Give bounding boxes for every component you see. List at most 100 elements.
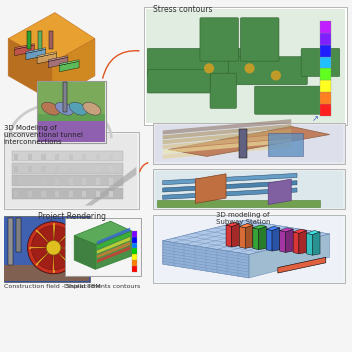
Polygon shape xyxy=(163,134,291,149)
Bar xyxy=(69,166,73,172)
Polygon shape xyxy=(293,232,299,254)
FancyBboxPatch shape xyxy=(254,86,327,114)
Bar xyxy=(28,191,32,197)
Polygon shape xyxy=(48,57,68,68)
Bar xyxy=(155,125,343,162)
Polygon shape xyxy=(299,231,307,254)
Bar xyxy=(132,254,137,260)
FancyBboxPatch shape xyxy=(147,49,240,76)
Bar xyxy=(320,45,331,57)
Bar xyxy=(82,166,86,172)
Bar xyxy=(153,169,345,209)
Wedge shape xyxy=(31,248,54,262)
Polygon shape xyxy=(163,139,291,154)
Bar xyxy=(132,237,137,243)
Polygon shape xyxy=(268,179,291,205)
Polygon shape xyxy=(74,236,95,269)
Polygon shape xyxy=(312,232,320,255)
Bar xyxy=(109,191,113,197)
Polygon shape xyxy=(307,231,320,235)
Ellipse shape xyxy=(55,102,74,115)
Polygon shape xyxy=(37,53,57,64)
Bar xyxy=(320,21,331,33)
Wedge shape xyxy=(38,248,54,270)
Bar xyxy=(14,178,18,185)
Bar xyxy=(320,33,331,45)
Bar xyxy=(28,178,32,185)
Polygon shape xyxy=(163,129,291,144)
Polygon shape xyxy=(169,126,329,156)
Polygon shape xyxy=(232,224,239,247)
Bar xyxy=(42,178,45,185)
Bar xyxy=(15,219,21,252)
Polygon shape xyxy=(239,224,253,228)
Bar xyxy=(153,215,345,283)
FancyArrowPatch shape xyxy=(103,51,139,78)
Text: ↗: ↗ xyxy=(312,114,319,124)
Polygon shape xyxy=(226,225,232,247)
Polygon shape xyxy=(266,226,280,231)
Bar xyxy=(27,31,31,49)
Polygon shape xyxy=(253,228,259,250)
Polygon shape xyxy=(15,45,34,56)
Polygon shape xyxy=(280,231,285,252)
Polygon shape xyxy=(293,229,307,233)
Polygon shape xyxy=(85,167,136,206)
Polygon shape xyxy=(163,124,291,139)
Polygon shape xyxy=(59,60,79,65)
Polygon shape xyxy=(37,52,57,57)
Bar xyxy=(55,178,59,185)
Polygon shape xyxy=(8,39,52,101)
Bar xyxy=(38,117,105,142)
Polygon shape xyxy=(26,48,45,53)
Circle shape xyxy=(27,222,80,274)
FancyBboxPatch shape xyxy=(210,73,237,108)
Bar xyxy=(55,154,59,160)
FancyBboxPatch shape xyxy=(147,70,210,93)
Wedge shape xyxy=(54,226,69,248)
Polygon shape xyxy=(97,237,130,254)
FancyBboxPatch shape xyxy=(240,18,279,61)
Polygon shape xyxy=(226,222,239,226)
Polygon shape xyxy=(285,229,293,252)
Text: Project Rendering: Project Rendering xyxy=(38,212,106,221)
Bar xyxy=(320,80,331,92)
Bar xyxy=(37,81,106,143)
Ellipse shape xyxy=(69,102,87,115)
Polygon shape xyxy=(163,174,297,185)
Polygon shape xyxy=(259,226,266,250)
Polygon shape xyxy=(195,174,226,203)
FancyBboxPatch shape xyxy=(200,18,239,61)
Wedge shape xyxy=(54,248,76,263)
Bar xyxy=(155,216,343,282)
Polygon shape xyxy=(163,181,297,192)
Bar xyxy=(49,31,53,49)
Bar xyxy=(4,265,89,281)
Circle shape xyxy=(271,70,281,81)
Circle shape xyxy=(46,240,61,255)
Bar xyxy=(8,219,13,265)
Circle shape xyxy=(245,63,254,74)
Bar xyxy=(132,231,137,237)
Polygon shape xyxy=(163,144,291,159)
Bar xyxy=(28,154,32,160)
Text: 3D modeling of
Subway Station: 3D modeling of Subway Station xyxy=(216,212,271,225)
Polygon shape xyxy=(26,49,45,60)
Bar xyxy=(109,178,113,185)
Wedge shape xyxy=(54,233,76,248)
Wedge shape xyxy=(54,248,68,270)
Bar xyxy=(38,82,105,118)
Polygon shape xyxy=(272,228,280,251)
Bar xyxy=(42,166,45,172)
Bar xyxy=(144,7,347,125)
Bar xyxy=(38,31,42,49)
Bar xyxy=(14,154,18,160)
Text: Stress contours: Stress contours xyxy=(153,5,213,14)
Bar xyxy=(42,154,45,160)
Bar xyxy=(153,123,345,164)
Bar xyxy=(155,171,343,208)
Bar xyxy=(132,260,137,266)
Polygon shape xyxy=(59,61,79,72)
Polygon shape xyxy=(97,241,130,258)
Bar xyxy=(109,154,113,160)
